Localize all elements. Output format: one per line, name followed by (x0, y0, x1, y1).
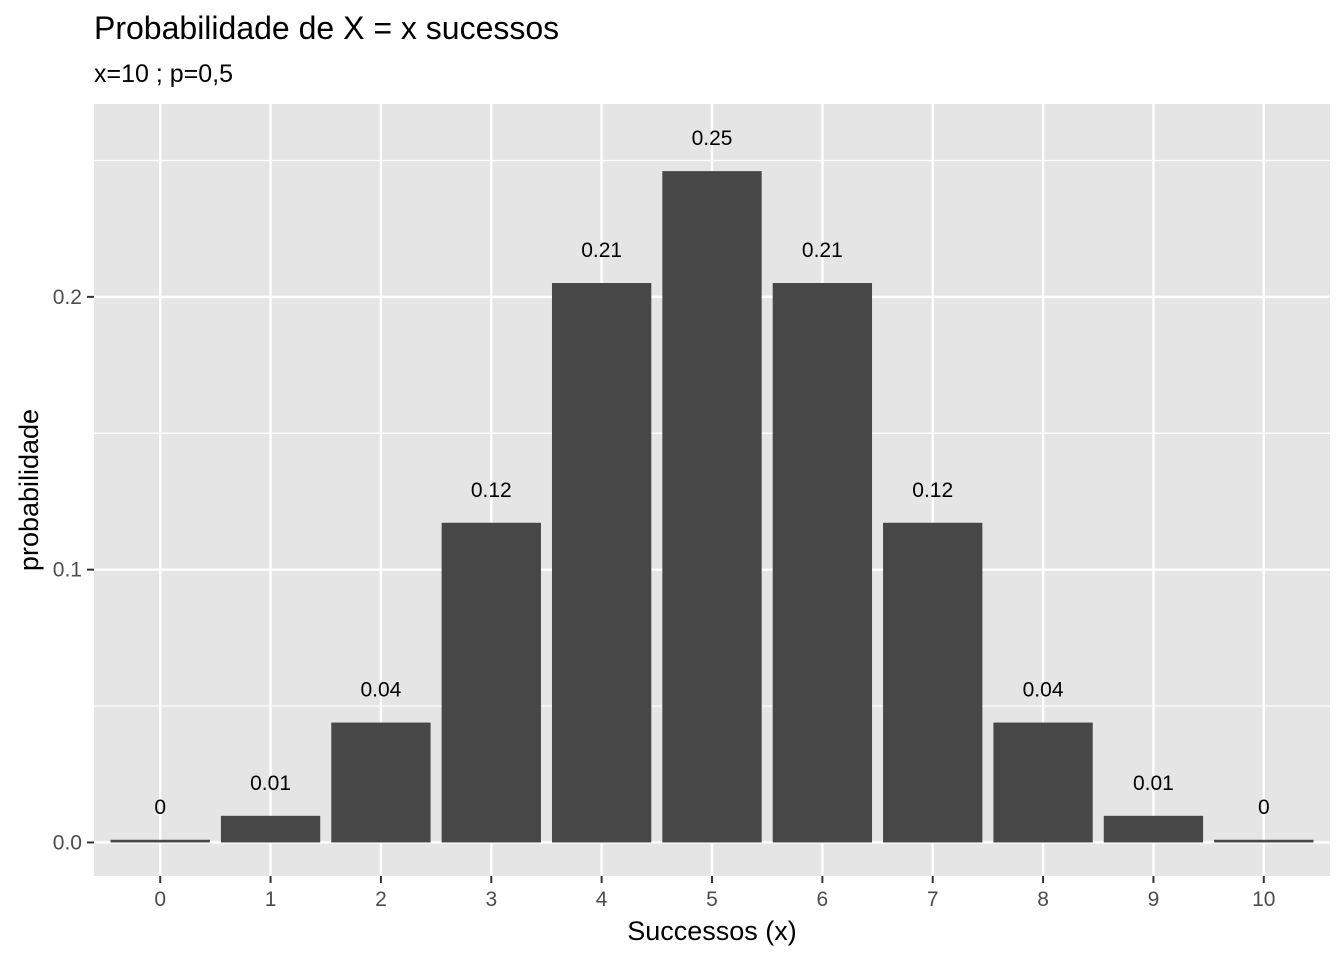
y-axis: 0.0 0.1 0.2 (53, 286, 94, 854)
data-label: 0.21 (802, 239, 843, 262)
data-labels: 0 0.01 0.04 0.12 0.21 0.25 0.21 0.12 0.04 0.01 0 (154, 127, 1269, 819)
x-tick-label: 6 (817, 888, 829, 911)
bar (1103, 815, 1204, 843)
x-tick-label: 0 (154, 888, 166, 911)
data-label: 0 (154, 796, 166, 819)
x-tick-label: 3 (485, 888, 497, 911)
bar (1214, 839, 1314, 843)
data-label: 0.12 (912, 479, 953, 502)
x-tick-label: 1 (265, 888, 277, 911)
x-tick-label: 2 (375, 888, 387, 911)
chart-title: Probabilidade de X = x sucessos (94, 10, 559, 46)
bar (883, 522, 983, 843)
y-axis-title: probabilidade (14, 409, 44, 571)
data-label: 0 (1258, 796, 1270, 819)
x-tick-label: 5 (706, 888, 718, 911)
bar (220, 815, 321, 843)
bar (110, 839, 210, 843)
data-label: 0.21 (581, 239, 622, 262)
bar (993, 722, 1093, 843)
x-tick-label: 10 (1252, 888, 1275, 911)
bar (772, 283, 873, 843)
y-tick-label: 0.0 (53, 831, 82, 854)
data-label: 0.04 (1023, 679, 1064, 702)
bars (110, 171, 1314, 843)
data-label: 0.12 (471, 479, 512, 502)
data-label: 0.01 (1133, 772, 1174, 795)
data-label: 0.04 (360, 679, 401, 702)
data-label: 0.01 (250, 772, 291, 795)
data-label: 0.25 (692, 127, 733, 150)
bar (551, 283, 652, 843)
chart-subtitle: x=10 ; p=0,5 (94, 60, 233, 88)
x-tick-label: 8 (1037, 888, 1049, 911)
y-tick-label: 0.1 (53, 559, 82, 582)
x-tick-label: 9 (1148, 888, 1160, 911)
bar (441, 522, 541, 843)
y-tick-label: 0.2 (53, 286, 82, 309)
bar (331, 722, 431, 843)
x-axis-title: Successos (x) (627, 916, 797, 946)
x-tick-label: 7 (927, 888, 939, 911)
x-axis: 0 1 2 3 4 5 6 7 8 9 10 (154, 876, 1275, 911)
x-tick-label: 4 (596, 888, 608, 911)
bar (662, 171, 762, 843)
